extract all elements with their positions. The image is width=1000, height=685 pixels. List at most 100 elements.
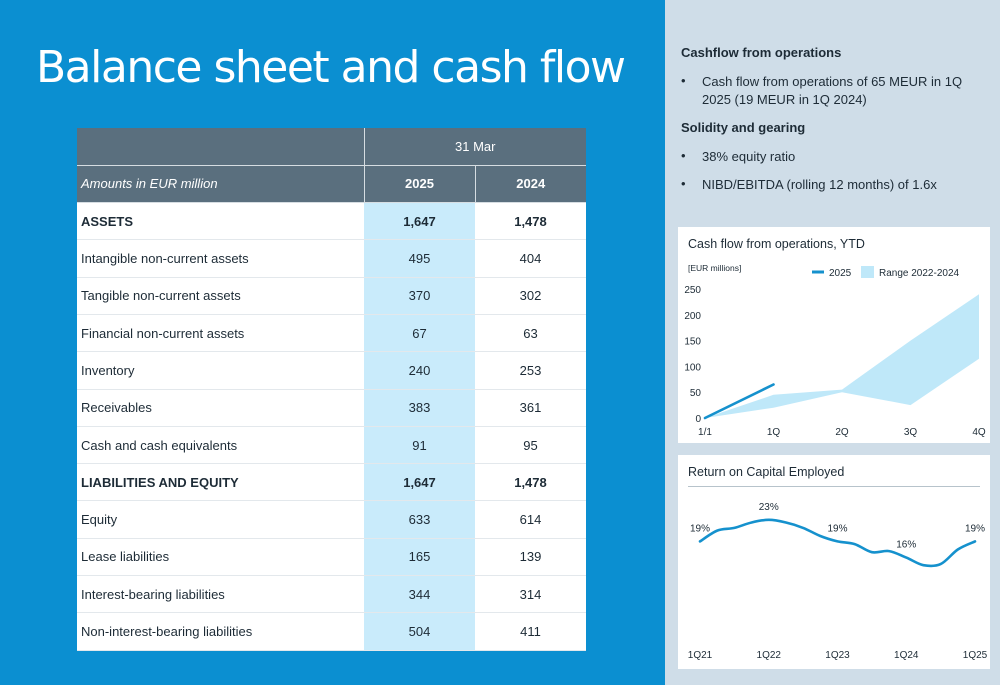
table-row-label: Intangible non-current assets	[77, 239, 364, 278]
sidebar-bullet-text: NIBD/EBITDA (rolling 12 months) of 1.6x	[702, 177, 937, 192]
table-cell-2025: 1,647	[364, 202, 475, 241]
cashflow-y-unit: [EUR millions]	[688, 263, 741, 273]
sidebar-heading: Cashflow from operations	[681, 45, 842, 60]
roce-x-tick: 1Q25	[963, 650, 988, 661]
table-cell-2024: 314	[475, 575, 586, 614]
table-cell-2025: 633	[364, 500, 475, 539]
table-row: Non-interest-bearing liabilities 504 411	[77, 612, 586, 651]
roce-x-tick: 1Q21	[688, 650, 713, 661]
cashflow-y-tick: 100	[684, 362, 701, 373]
table-cell-2025: 240	[364, 351, 475, 390]
table-row: Equity 633 614	[77, 500, 586, 539]
table-row: Cash and cash equivalents 91 95	[77, 426, 586, 465]
legend-swatch-icon	[861, 266, 874, 278]
bullet-dot-icon: •	[681, 73, 686, 88]
table-cell-2025: 370	[364, 277, 475, 315]
cashflow-y-tick: 250	[684, 285, 701, 296]
table-header-years-row: Amounts in EUR million 2025 2024	[77, 165, 586, 204]
legend-label-2025: 2025	[829, 268, 852, 279]
cashflow-y-tick: 150	[684, 337, 701, 348]
table-cell-2024: 404	[475, 239, 586, 278]
page-title: Balance sheet and cash flow	[36, 42, 626, 93]
table-row-label: LIABILITIES AND EQUITY	[77, 463, 364, 502]
table-cell-2024: 302	[475, 277, 586, 315]
cashflow-x-tick: 4Q	[972, 427, 986, 438]
cashflow-x-tick: 1Q	[767, 427, 781, 438]
sidebar-heading: Solidity and gearing	[681, 120, 806, 135]
table-cell-2025: 504	[364, 612, 475, 651]
table-cell-2024: 361	[475, 389, 586, 427]
cashflow-x-tick: 2Q	[835, 427, 849, 438]
roce-chart: 19% 23% 19% 16% 19% 1Q21 1Q22 1Q23 1Q24 1Q25	[688, 502, 988, 661]
table-row-label: Equity	[77, 500, 364, 539]
table-row: Interest-bearing liabilities 344 314	[77, 575, 586, 614]
sidebar-bullet: • Cash flow from operations of 65 MEUR in…	[681, 73, 982, 109]
roce-data-label: 19%	[965, 523, 985, 534]
table-cell-2024: 95	[475, 426, 586, 465]
cashflow-x-tick: 1/1	[698, 427, 712, 438]
table-cell-2024: 1,478	[475, 202, 586, 241]
sidebar-bullet: • NIBD/EBITDA (rolling 12 months) of 1.6x	[681, 176, 982, 194]
table-row-label: Inventory	[77, 351, 364, 390]
roce-series-line	[698, 518, 977, 568]
table-cell-2025: 383	[364, 389, 475, 427]
table-row-label: Lease liabilities	[77, 538, 364, 577]
sidebar-bullet-text: 38% equity ratio	[702, 149, 796, 164]
table-cell-2025: 1,647	[364, 463, 475, 502]
cashflow-y-tick: 50	[690, 388, 702, 399]
roce-title-rule	[688, 486, 980, 487]
table-cell-2025: 91	[364, 426, 475, 465]
table-cell-2024: 63	[475, 314, 586, 353]
table-row-label: ASSETS	[77, 202, 364, 241]
table-cell-2025: 495	[364, 239, 475, 278]
roce-chart-card: Return on Capital Employed 19% 23% 19% 16% 1…	[678, 455, 990, 669]
cashflow-range-area	[705, 294, 979, 418]
roce-chart-title: Return on Capital Employed	[688, 465, 845, 479]
legend-label-range: Range 2022-2024	[879, 268, 960, 279]
table-row-label: Non-interest-bearing liabilities	[77, 612, 364, 651]
table-row-label: Cash and cash equivalents	[77, 426, 364, 465]
table-row: Lease liabilities 165 139	[77, 538, 586, 577]
cashflow-y-tick: 0	[695, 414, 701, 425]
table-row-label: Interest-bearing liabilities	[77, 575, 364, 614]
roce-x-tick: 1Q23	[825, 650, 850, 661]
roce-data-label: 23%	[759, 502, 779, 513]
balance-sheet-table: 31 Mar Amounts in EUR million 2025 2024 …	[77, 128, 586, 651]
cashflow-y-tick: 200	[684, 311, 701, 322]
bullet-dot-icon: •	[681, 176, 686, 191]
table-cell-2024: 1,478	[475, 463, 586, 502]
cashflow-chart-card: Cash flow from operations, YTD [EUR mill…	[678, 227, 990, 443]
roce-data-label: 19%	[690, 523, 710, 534]
cashflow-series-2025	[703, 383, 775, 420]
bullet-dot-icon: •	[681, 148, 686, 163]
table-cell-2024: 411	[475, 612, 586, 651]
table-row: Tangible non-current assets 370 302	[77, 277, 586, 315]
sidebar-bullet: • 38% equity ratio	[681, 148, 982, 166]
table-header-year-2024: 2024	[474, 165, 586, 204]
table-cell-2024: 139	[475, 538, 586, 577]
table-cell-2025: 165	[364, 538, 475, 577]
table-row: ASSETS 1,647 1,478	[77, 202, 586, 241]
table-cell-2024: 614	[475, 500, 586, 539]
roce-data-label: 16%	[896, 540, 916, 551]
table-row: Inventory 240 253	[77, 351, 586, 390]
cashflow-x-tick: 3Q	[904, 427, 918, 438]
table-row-label: Receivables	[77, 389, 364, 427]
sidebar-bullet-text: Cash flow from operations of 65 MEUR in …	[702, 74, 963, 107]
table-header-period-row: 31 Mar	[77, 128, 586, 166]
roce-x-tick: 1Q22	[757, 650, 782, 661]
table-header-blank	[77, 128, 364, 166]
table-header-units: Amounts in EUR million	[77, 165, 364, 204]
table-header-year-2025: 2025	[363, 165, 475, 204]
table-cell-2025: 67	[364, 314, 475, 353]
table-row-label: Tangible non-current assets	[77, 277, 364, 315]
table-header-period: 31 Mar	[363, 128, 586, 166]
table-row: Intangible non-current assets 495 404	[77, 239, 586, 278]
table-row: Receivables 383 361	[77, 389, 586, 427]
table-row-label: Financial non-current assets	[77, 314, 364, 353]
table-row: LIABILITIES AND EQUITY 1,647 1,478	[77, 463, 586, 502]
roce-x-tick: 1Q24	[894, 650, 919, 661]
table-row: Financial non-current assets 67 63	[77, 314, 586, 353]
table-cell-2024: 253	[475, 351, 586, 390]
cashflow-chart: [EUR millions] 0 50 100 150 200 250 1/1 1Q 2Q 3Q 4Q…	[684, 263, 986, 438]
